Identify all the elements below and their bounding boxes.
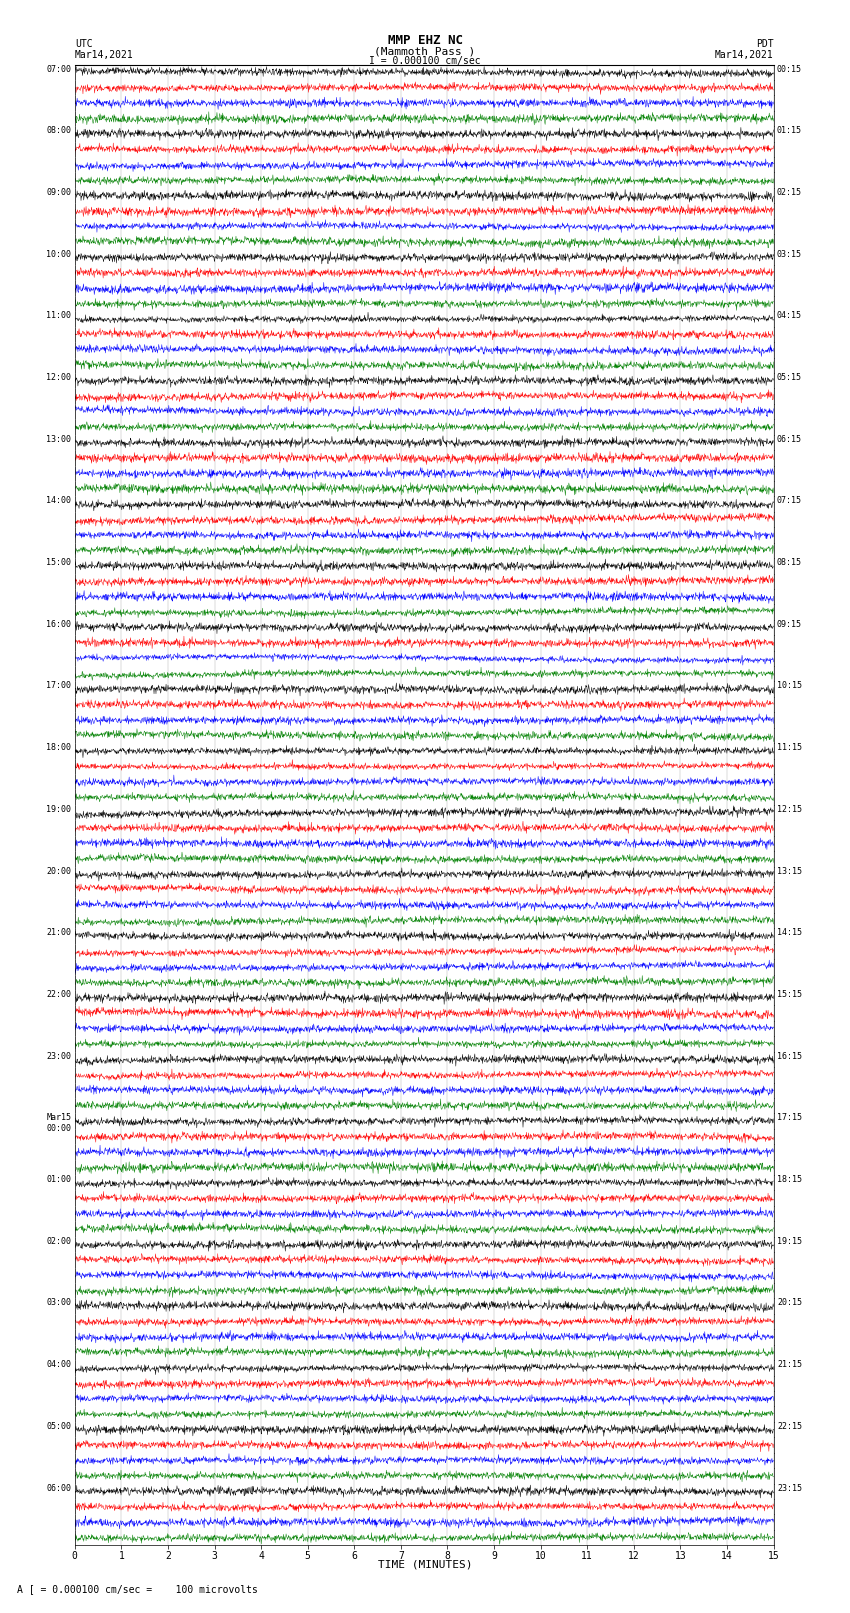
Text: 05:15: 05:15 [777, 373, 802, 382]
Text: Mar15
00:00: Mar15 00:00 [46, 1113, 71, 1132]
Text: 19:15: 19:15 [777, 1237, 802, 1245]
Text: TIME (MINUTES): TIME (MINUTES) [377, 1560, 473, 1569]
Text: 03:15: 03:15 [777, 250, 802, 258]
Text: 16:15: 16:15 [777, 1052, 802, 1061]
Text: 07:15: 07:15 [777, 497, 802, 505]
Text: 21:00: 21:00 [46, 929, 71, 937]
Text: 18:00: 18:00 [46, 744, 71, 752]
Text: 03:00: 03:00 [46, 1298, 71, 1308]
Text: 16:00: 16:00 [46, 619, 71, 629]
Text: 05:00: 05:00 [46, 1423, 71, 1431]
Text: 02:15: 02:15 [777, 189, 802, 197]
Text: 17:15: 17:15 [777, 1113, 802, 1123]
Text: 19:00: 19:00 [46, 805, 71, 815]
Text: 12:15: 12:15 [777, 805, 802, 815]
Text: 18:15: 18:15 [777, 1176, 802, 1184]
Text: 06:15: 06:15 [777, 434, 802, 444]
Text: 08:00: 08:00 [46, 126, 71, 135]
Text: 06:00: 06:00 [46, 1484, 71, 1492]
Text: 09:15: 09:15 [777, 619, 802, 629]
Text: 07:00: 07:00 [46, 65, 71, 74]
Text: 04:15: 04:15 [777, 311, 802, 321]
Text: 15:00: 15:00 [46, 558, 71, 568]
Text: 20:00: 20:00 [46, 866, 71, 876]
Text: Mar14,2021: Mar14,2021 [715, 50, 774, 60]
Text: 12:00: 12:00 [46, 373, 71, 382]
Text: 02:00: 02:00 [46, 1237, 71, 1245]
Text: PDT: PDT [756, 39, 774, 48]
Text: 20:15: 20:15 [777, 1298, 802, 1308]
Text: 17:00: 17:00 [46, 681, 71, 690]
Text: UTC: UTC [75, 39, 93, 48]
Text: 08:15: 08:15 [777, 558, 802, 568]
Text: 22:15: 22:15 [777, 1423, 802, 1431]
Text: 11:00: 11:00 [46, 311, 71, 321]
Text: 13:00: 13:00 [46, 434, 71, 444]
Text: I = 0.000100 cm/sec: I = 0.000100 cm/sec [369, 56, 481, 66]
Text: 04:00: 04:00 [46, 1360, 71, 1369]
Text: 14:15: 14:15 [777, 929, 802, 937]
Text: 15:15: 15:15 [777, 990, 802, 998]
Text: MMP EHZ NC: MMP EHZ NC [388, 34, 462, 47]
Text: Mar14,2021: Mar14,2021 [75, 50, 133, 60]
Text: 21:15: 21:15 [777, 1360, 802, 1369]
Text: 22:00: 22:00 [46, 990, 71, 998]
Text: (Mammoth Pass ): (Mammoth Pass ) [374, 47, 476, 56]
Text: A [ = 0.000100 cm/sec =    100 microvolts: A [ = 0.000100 cm/sec = 100 microvolts [17, 1584, 258, 1594]
Text: 01:00: 01:00 [46, 1176, 71, 1184]
Text: 23:00: 23:00 [46, 1052, 71, 1061]
Text: 01:15: 01:15 [777, 126, 802, 135]
Text: 14:00: 14:00 [46, 497, 71, 505]
Text: 13:15: 13:15 [777, 866, 802, 876]
Text: 11:15: 11:15 [777, 744, 802, 752]
Text: 00:15: 00:15 [777, 65, 802, 74]
Text: 10:15: 10:15 [777, 681, 802, 690]
Text: 10:00: 10:00 [46, 250, 71, 258]
Text: 23:15: 23:15 [777, 1484, 802, 1492]
Text: 09:00: 09:00 [46, 189, 71, 197]
